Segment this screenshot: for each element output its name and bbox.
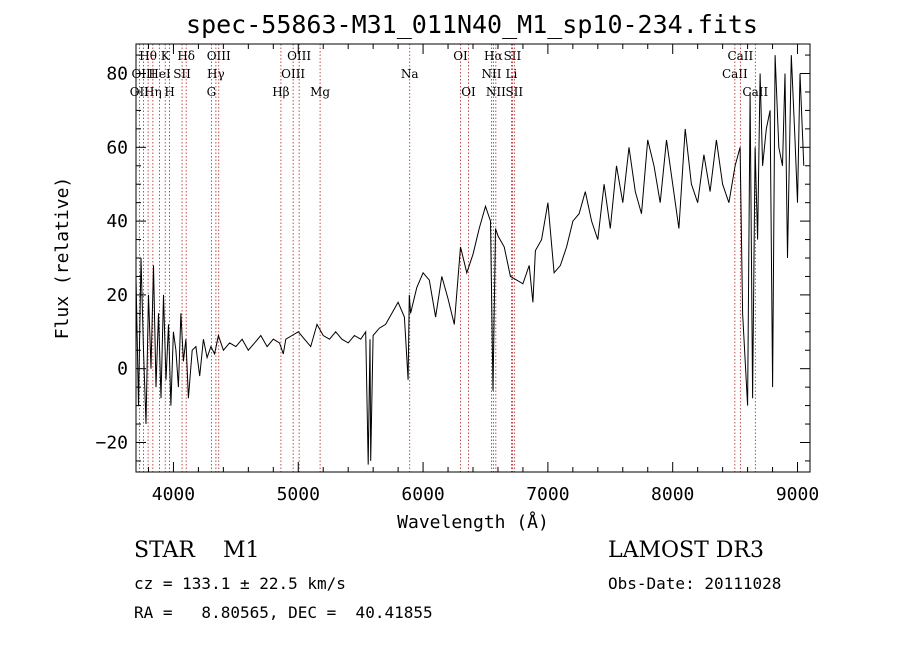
y-tick-label-40: 40: [106, 211, 128, 232]
redshift-value: cz = 133.1 ± 22.5 km/s: [134, 574, 346, 593]
line-label-21: NII: [486, 85, 506, 99]
line-label-4: HeI: [148, 67, 171, 81]
x-tick-label-4000: 4000: [152, 484, 195, 505]
object-class: STAR M1: [134, 538, 260, 563]
x-axis-label: Wavelength (Å): [397, 511, 549, 533]
x-tick-label-8000: 8000: [651, 484, 694, 505]
line-label-23: SII: [504, 49, 522, 63]
line-label-15: Mg: [310, 85, 330, 99]
observation-date: Obs-Date: 20111028: [608, 574, 782, 593]
x-tick-label-5000: 5000: [277, 484, 320, 505]
line-label-19: NII: [481, 67, 501, 81]
line-label-24: SII: [505, 85, 523, 99]
line-label-5: K: [161, 49, 171, 63]
y-axis-label: Flux (relative): [52, 177, 73, 340]
coordinates: RA = 8.80565, DEC = 40.41855: [134, 603, 433, 622]
flux-series-line: [135, 55, 805, 465]
axis-ticks: 4000 5000 6000 7000 8000 9000 −20 0 20 40 60 80: [95, 44, 819, 505]
y-tick-label-0: 0: [117, 359, 128, 380]
line-label-26: CaII: [727, 49, 753, 63]
line-label-10: Hγ: [207, 67, 225, 81]
line-label-12: Hβ: [272, 85, 289, 99]
emission-line-markers: HθOIIOIIIHηHeIKSIIHHδGHγOIIIHβOIIIOIIIMg…: [130, 44, 768, 472]
line-label-3: Hη: [144, 85, 162, 99]
line-label-13: OIII: [281, 67, 305, 81]
line-label-25: CaII: [722, 67, 748, 81]
spectrum-chart: spec-55863-M31_011N40_M1_sp10-234.fits H…: [52, 10, 819, 533]
y-tick-label--20: −20: [95, 432, 128, 453]
line-label-9: G: [207, 85, 217, 99]
line-label-27: CaII: [742, 85, 768, 99]
line-label-16: Na: [401, 67, 419, 81]
line-label-11: OIII: [207, 49, 231, 63]
survey-name: LAMOST DR3: [608, 538, 764, 563]
line-label-17: OI: [453, 49, 468, 63]
line-label-7: H: [164, 85, 174, 99]
chart-title: spec-55863-M31_011N40_M1_sp10-234.fits: [186, 10, 758, 39]
x-tick-label-9000: 9000: [776, 484, 819, 505]
y-tick-label-60: 60: [106, 137, 128, 158]
line-label-22: Li: [506, 67, 518, 81]
x-tick-label-7000: 7000: [526, 484, 569, 505]
line-label-20: Hα: [484, 49, 503, 63]
plot-frame: [135, 43, 811, 473]
x-tick-label-6000: 6000: [401, 484, 444, 505]
line-label-18: OI: [461, 85, 476, 99]
line-label-8: Hδ: [177, 49, 195, 63]
line-label-14: OIII: [287, 49, 311, 63]
y-tick-label-80: 80: [106, 64, 128, 85]
line-label-0: Hθ: [139, 49, 157, 63]
line-label-6: SII: [173, 67, 191, 81]
y-tick-label-20: 20: [106, 285, 128, 306]
